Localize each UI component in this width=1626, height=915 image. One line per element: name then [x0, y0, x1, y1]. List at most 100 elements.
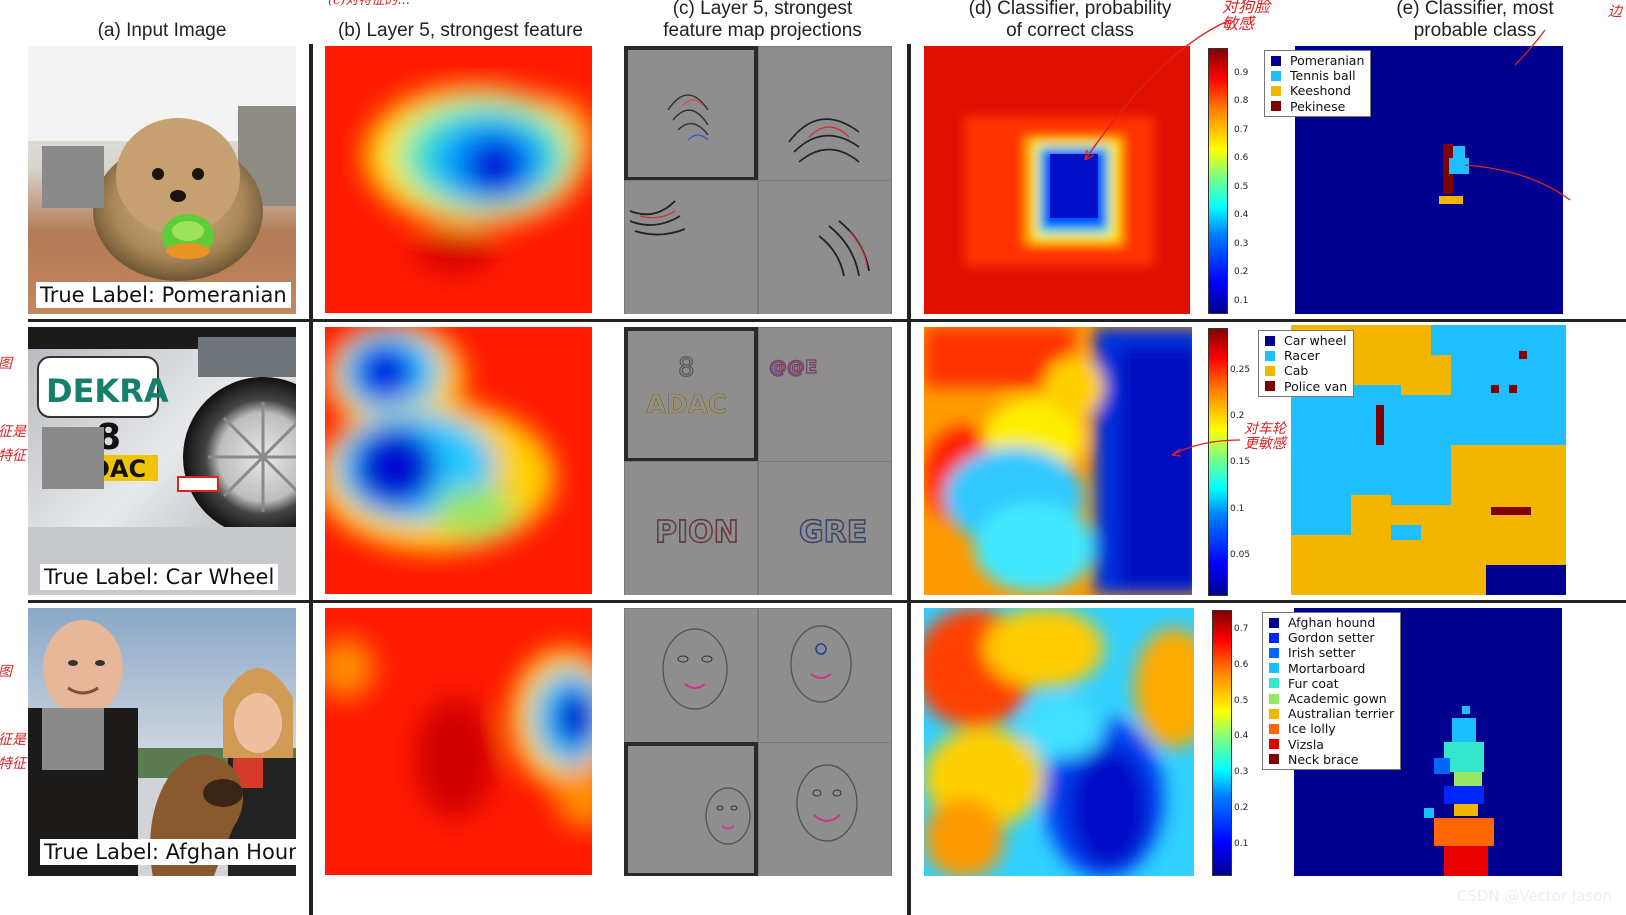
legend-swatch [1271, 101, 1281, 112]
projection-tile [624, 180, 758, 314]
annotation-left-1: 图 [0, 356, 12, 373]
heatmap-feature-row1 [325, 46, 592, 313]
legend-item: Racer [1265, 348, 1347, 363]
fur-texture-icon [667, 94, 709, 141]
svg-text:GRE: GRE [799, 515, 867, 550]
occluder-square [42, 146, 104, 208]
legend-item: Academic gown [1269, 691, 1394, 706]
input-image-car-wheel: DEKRA 8 DAC True Label: Car Wheel [28, 327, 296, 595]
text-projection-icon: @@E@@E [768, 356, 818, 378]
colorbar-row1 [1208, 48, 1228, 314]
legend-swatch [1269, 724, 1279, 735]
svg-text:@@E: @@E [769, 357, 817, 378]
true-label: True Label: Afghan Hound [40, 839, 296, 865]
watermark: CSDN @Vector Jason [1456, 887, 1612, 905]
colorbar-tick: 0.25 [1230, 365, 1251, 375]
face-projection-icon [662, 628, 728, 710]
legend-swatch [1269, 708, 1279, 719]
legend-item: Afghan hound [1269, 615, 1394, 630]
legend-swatch [1271, 86, 1281, 96]
legend-swatch [1269, 739, 1279, 750]
legend-swatch [1269, 617, 1279, 628]
colorbar-row3 [1212, 610, 1232, 876]
colorbar-tick: 0.2 [1234, 803, 1249, 813]
legend-item: Irish setter [1269, 645, 1394, 660]
legend-item: Australian terrier [1269, 706, 1394, 721]
annotation-top-right: 边 [1608, 4, 1622, 20]
svg-text:8: 8 [678, 353, 695, 383]
true-label: True Label: Car Wheel [40, 564, 279, 590]
colorbar-tick: 0.7 [1234, 125, 1249, 135]
legend-swatch [1269, 648, 1279, 658]
colorbar-tick: 0.6 [1234, 153, 1249, 163]
face-projection-icon [790, 625, 852, 703]
legend-item: Fur coat [1269, 676, 1394, 691]
legend-label: Keeshond [1290, 83, 1351, 99]
legend-item: Car wheel [1265, 333, 1347, 348]
legend-item: Pomeranian [1271, 53, 1364, 68]
colorbar-tick: 0.2 [1230, 411, 1245, 421]
projections-row2: 8 ADAC ADAC @@E @@E PION PION GRE GRE [624, 327, 892, 595]
true-label: True Label: Pomeranian [36, 282, 291, 308]
projection-tile-selected: 8 ADAC ADAC [624, 327, 758, 462]
legend-label: Police van [1284, 378, 1348, 394]
annotation-top-d: 对狗脸 敏感 [1222, 0, 1271, 33]
legend-item: Police van [1265, 379, 1347, 394]
legend-item: Ice lolly [1269, 721, 1394, 736]
heatmap-feature-row2 [325, 327, 592, 594]
annotation-left-4: 征是 特征 [0, 732, 26, 772]
heatmap-feature-row3 [325, 608, 592, 875]
svg-text:DEKRA: DEKRA [46, 372, 169, 410]
heatmap-prob-row1 [924, 46, 1190, 314]
colorbar-tick: 0.5 [1234, 182, 1249, 192]
svg-text:@@E: @@E [769, 357, 817, 378]
face-projection-icon [705, 787, 751, 845]
legend-label: Australian terrier [1288, 706, 1395, 722]
colorbar-tick: 0.4 [1234, 731, 1249, 741]
legend-item: Neck brace [1269, 752, 1394, 767]
legend-label: Car wheel [1284, 333, 1347, 348]
legend-label: Pomeranian [1290, 53, 1365, 68]
colorbar-tick: 0.8 [1234, 96, 1249, 106]
legend-label: Afghan hound [1288, 615, 1376, 630]
colorbar-tick: 0.1 [1234, 296, 1249, 306]
colorbar-tick: 0.6 [1234, 660, 1249, 670]
projection-tile-selected [624, 46, 758, 181]
svg-text:GRE: GRE [799, 515, 867, 550]
legend-row3: Afghan hound Gordon setter Irish setter Mor… [1262, 612, 1402, 771]
projection-tile: @@E @@E [758, 327, 892, 462]
class-map-row2-shapes [1291, 325, 1566, 595]
divider-horizontal-2 [28, 600, 1626, 603]
legend-swatch [1271, 70, 1281, 81]
legend-label: Mortarboard [1288, 660, 1366, 676]
feature-map-row1 [325, 46, 592, 313]
colorbar-tick: 0.1 [1234, 839, 1249, 849]
header-prob-correct: (d) Classifier, probability of correct cl… [968, 0, 1172, 41]
colorbar-tick: 0.9 [1234, 68, 1249, 78]
colorbar-tick: 0.3 [1234, 767, 1249, 777]
annotation-left-2: 征是 特征 [0, 424, 26, 464]
occluder-square [42, 708, 104, 770]
legend-label: Academic gown [1288, 691, 1387, 707]
feature-map-row2 [325, 327, 592, 594]
projection-tile [758, 742, 892, 876]
legend-item: Keeshond [1271, 83, 1364, 98]
colorbar-row2 [1208, 328, 1228, 596]
legend-row1: Pomeranian Tennis ball Keeshond Pekinese [1264, 50, 1372, 117]
legend-item: Mortarboard [1269, 661, 1394, 676]
legend-swatch [1265, 350, 1275, 361]
feature-map-row3 [325, 608, 592, 875]
header-most-probable: (e) Classifier, most probable class [1396, 0, 1554, 41]
colorbar-tick: 0.5 [1234, 696, 1249, 706]
colorbar-tick: 0.05 [1230, 550, 1251, 560]
projection-tile: GRE GRE [758, 461, 892, 595]
projections-row3 [624, 608, 892, 876]
input-image-pomeranian: True Label: Pomeranian [28, 46, 296, 314]
legend-row2: Car wheel Racer Cab Police van [1258, 330, 1355, 397]
colorbar-tick: 0.15 [1230, 457, 1251, 467]
legend-item: Gordon setter [1269, 630, 1394, 645]
legend-item: Cab [1265, 363, 1347, 378]
prob-map-row1 [924, 46, 1190, 314]
